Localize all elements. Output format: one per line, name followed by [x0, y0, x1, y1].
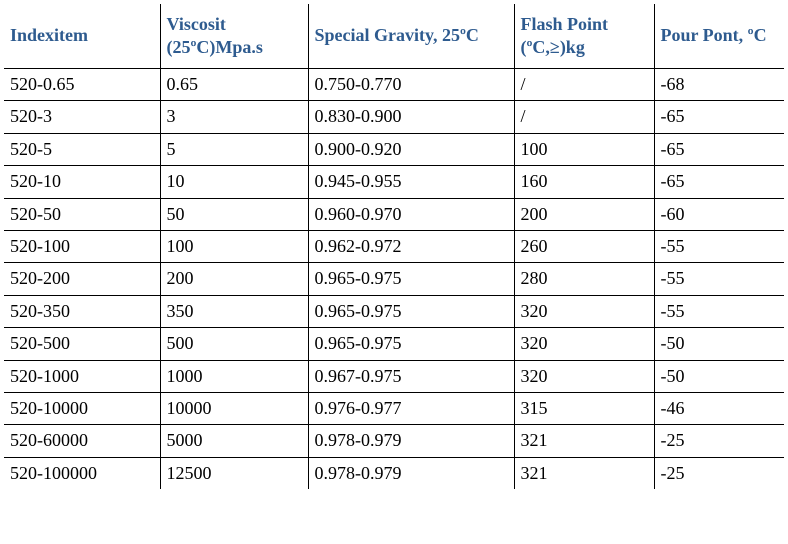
cell: 100 [160, 230, 308, 262]
cell: 520-10 [4, 166, 160, 198]
table-row: 520-200 200 0.965-0.975 280 -55 [4, 263, 784, 295]
cell: 10000 [160, 392, 308, 424]
cell: 520-10000 [4, 392, 160, 424]
cell: 315 [514, 392, 654, 424]
table-row: 520-10 10 0.945-0.955 160 -65 [4, 166, 784, 198]
cell: 200 [514, 198, 654, 230]
cell: 320 [514, 295, 654, 327]
cell: 12500 [160, 457, 308, 489]
cell: 10 [160, 166, 308, 198]
cell: 0.962-0.972 [308, 230, 514, 262]
cell: 200 [160, 263, 308, 295]
table-row: 520-1000 1000 0.967-0.975 320 -50 [4, 360, 784, 392]
cell: 1000 [160, 360, 308, 392]
col-header-viscosity: Viscosit (25ºC)Mpa.s [160, 4, 308, 69]
cell: 0.965-0.975 [308, 328, 514, 360]
table-row: 520-0.65 0.65 0.750-0.770 / -68 [4, 69, 784, 101]
cell: 520-5 [4, 133, 160, 165]
cell: 321 [514, 457, 654, 489]
cell: -55 [654, 230, 784, 262]
cell: -50 [654, 328, 784, 360]
cell: 500 [160, 328, 308, 360]
cell: -46 [654, 392, 784, 424]
cell: -55 [654, 263, 784, 295]
cell: 0.967-0.975 [308, 360, 514, 392]
cell: / [514, 69, 654, 101]
cell: 0.976-0.977 [308, 392, 514, 424]
table-row: 520-10000 10000 0.976-0.977 315 -46 [4, 392, 784, 424]
cell: 520-500 [4, 328, 160, 360]
cell: -50 [654, 360, 784, 392]
col-header-flashpoint: Flash Point (ºC,≥)kg [514, 4, 654, 69]
cell: 520-0.65 [4, 69, 160, 101]
cell: -65 [654, 166, 784, 198]
cell: 0.965-0.975 [308, 263, 514, 295]
table-row: 520-100 100 0.962-0.972 260 -55 [4, 230, 784, 262]
cell: 260 [514, 230, 654, 262]
cell: 0.900-0.920 [308, 133, 514, 165]
cell: -68 [654, 69, 784, 101]
data-table: Indexitem Viscosit (25ºC)Mpa.s Special G… [4, 4, 784, 489]
cell: 0.965-0.975 [308, 295, 514, 327]
table-body: 520-0.65 0.65 0.750-0.770 / -68 520-3 3 … [4, 69, 784, 490]
cell: -25 [654, 425, 784, 457]
cell: 100 [514, 133, 654, 165]
table-header: Indexitem Viscosit (25ºC)Mpa.s Special G… [4, 4, 784, 69]
cell: 520-50 [4, 198, 160, 230]
table-row: 520-500 500 0.965-0.975 320 -50 [4, 328, 784, 360]
cell: 0.945-0.955 [308, 166, 514, 198]
cell: 0.978-0.979 [308, 457, 514, 489]
table-row: 520-100000 12500 0.978-0.979 321 -25 [4, 457, 784, 489]
cell: 321 [514, 425, 654, 457]
cell: -55 [654, 295, 784, 327]
cell: -25 [654, 457, 784, 489]
table-row: 520-60000 5000 0.978-0.979 321 -25 [4, 425, 784, 457]
cell: 280 [514, 263, 654, 295]
cell: 320 [514, 360, 654, 392]
col-header-indexitem: Indexitem [4, 4, 160, 69]
cell: 0.65 [160, 69, 308, 101]
cell: 520-60000 [4, 425, 160, 457]
cell: 160 [514, 166, 654, 198]
cell: 0.978-0.979 [308, 425, 514, 457]
table-row: 520-350 350 0.965-0.975 320 -55 [4, 295, 784, 327]
cell: -65 [654, 133, 784, 165]
cell: / [514, 101, 654, 133]
cell: -60 [654, 198, 784, 230]
cell: 0.750-0.770 [308, 69, 514, 101]
col-header-pourpoint: Pour Pont, ºC [654, 4, 784, 69]
cell: 3 [160, 101, 308, 133]
col-header-gravity: Special Gravity, 25ºC [308, 4, 514, 69]
cell: 5 [160, 133, 308, 165]
cell: 320 [514, 328, 654, 360]
cell: 0.960-0.970 [308, 198, 514, 230]
cell: 350 [160, 295, 308, 327]
cell: 5000 [160, 425, 308, 457]
table-row: 520-5 5 0.900-0.920 100 -65 [4, 133, 784, 165]
cell: 520-100000 [4, 457, 160, 489]
table-row: 520-50 50 0.960-0.970 200 -60 [4, 198, 784, 230]
table-row: 520-3 3 0.830-0.900 / -65 [4, 101, 784, 133]
cell: 50 [160, 198, 308, 230]
cell: -65 [654, 101, 784, 133]
cell: 520-200 [4, 263, 160, 295]
cell: 0.830-0.900 [308, 101, 514, 133]
cell: 520-350 [4, 295, 160, 327]
cell: 520-1000 [4, 360, 160, 392]
cell: 520-100 [4, 230, 160, 262]
cell: 520-3 [4, 101, 160, 133]
